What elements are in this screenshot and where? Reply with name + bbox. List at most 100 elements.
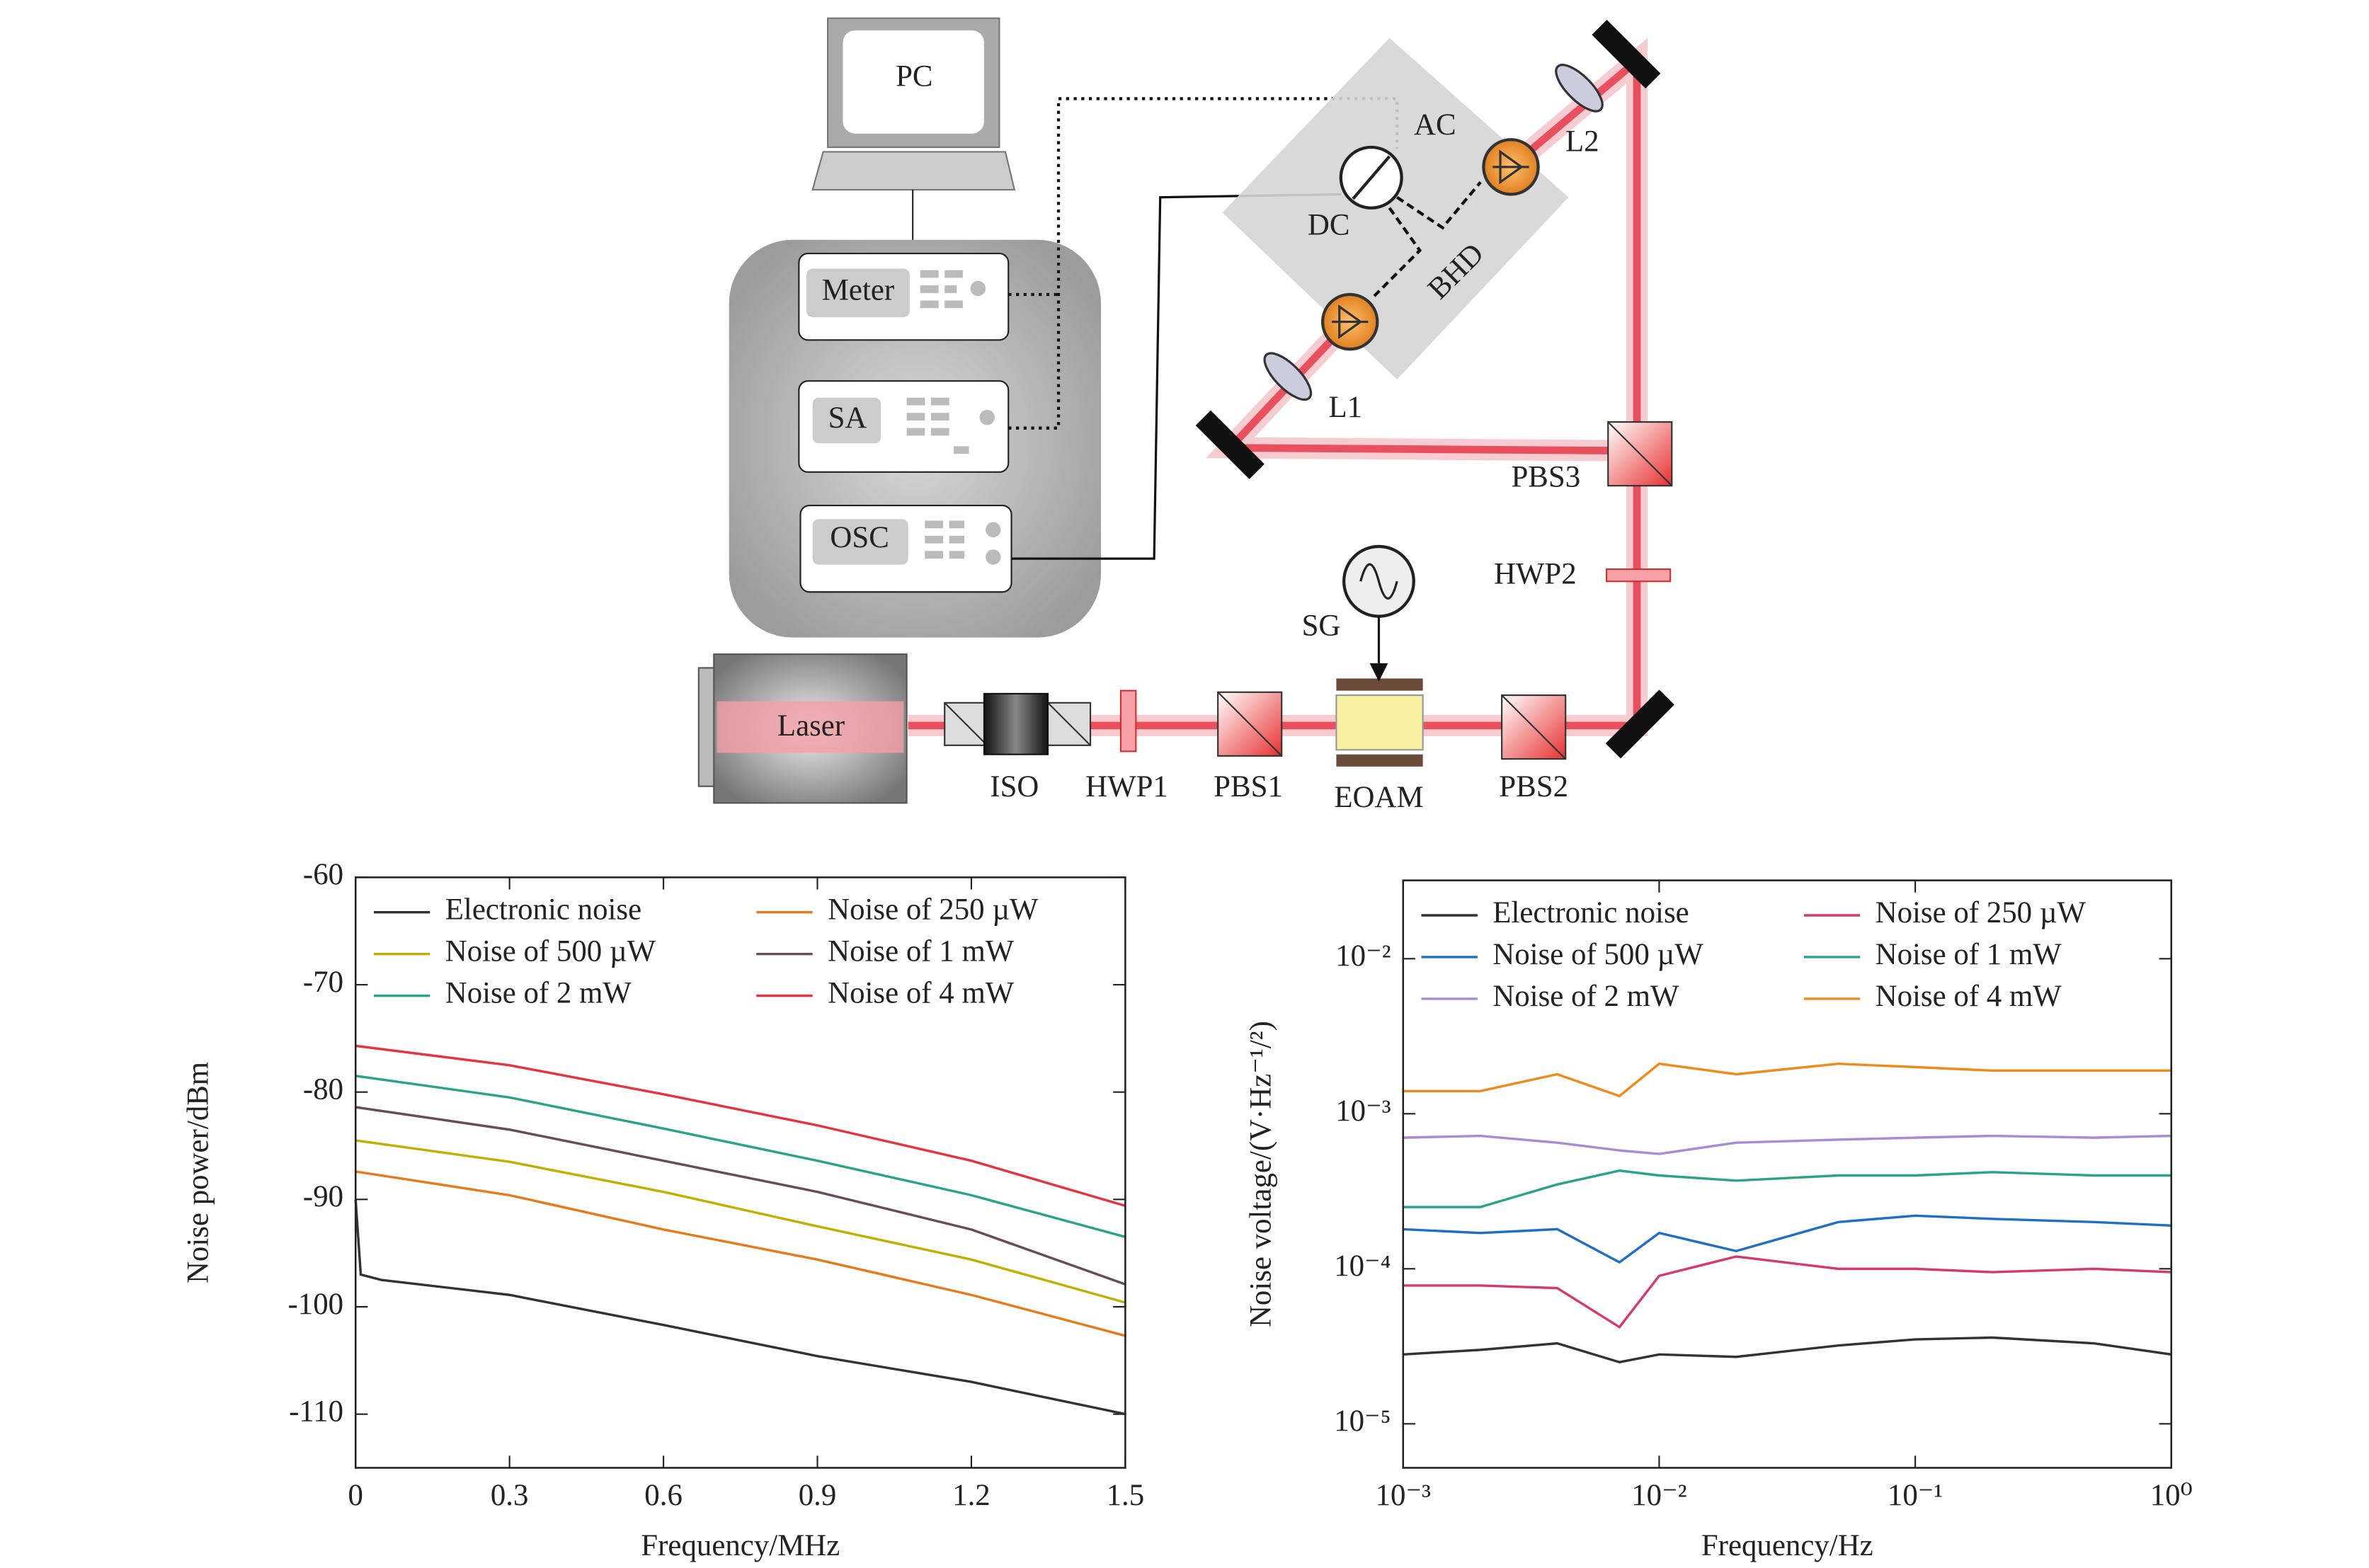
legend-label: Noise of 1 mW [1876, 938, 2062, 971]
bhd-part [1222, 38, 1569, 380]
label: DC [1308, 208, 1350, 241]
label: HWP1 [1085, 770, 1168, 803]
label: SG [1302, 610, 1341, 643]
series-line [355, 1170, 1126, 1337]
x-tick-label: 1.2 [952, 1479, 991, 1512]
osc-part [986, 549, 1001, 565]
osc-part [925, 520, 965, 559]
series-line [355, 1075, 1126, 1238]
x-tick-label: 10⁻¹ [1888, 1479, 1943, 1512]
bhd-part [1492, 149, 1529, 185]
plot-frame [1402, 879, 2173, 1469]
meter-part [806, 268, 910, 318]
x-tick-label: 10⁰ [2150, 1479, 2193, 1512]
y-tick-label: -90 [303, 1180, 343, 1213]
chart: 10⁻² 10⁻³ 10⁻⁴ 10⁻⁵ 10⁻³ 10⁻² 10⁻¹ 10⁰ Frequency… [1244, 879, 2193, 1562]
y-tick-label: -60 [303, 858, 343, 891]
pc-part [843, 30, 984, 134]
label: EOAM [1334, 781, 1423, 814]
optics-part [1336, 678, 1423, 691]
optics-part [1607, 421, 1673, 486]
sa-part [979, 409, 995, 425]
y-tick-label: 10⁻⁴ [1334, 1249, 1391, 1283]
optics-part [1195, 410, 1265, 479]
sa-part [812, 397, 881, 444]
optics-part [944, 702, 988, 746]
y-tick-label: 10⁻⁵ [1334, 1404, 1391, 1438]
x-tick-label: 10⁻³ [1376, 1479, 1432, 1512]
meter-part [920, 270, 963, 309]
bhd-part [1352, 155, 1391, 200]
label: L2 [1565, 125, 1599, 159]
osc-part [986, 522, 1001, 538]
x-tick-label: 0.3 [491, 1479, 529, 1512]
series-line [1403, 1062, 2171, 1098]
legend-label: Electronic noise [1492, 896, 1689, 929]
legend-label: Noise of 4 mW [1876, 980, 2062, 1013]
legend-label: Noise of 250 µW [1876, 896, 2087, 929]
series-line [1403, 1134, 2171, 1155]
y-tick-label: -100 [287, 1288, 343, 1321]
x-tick-label: 1.5 [1107, 1479, 1145, 1512]
x-axis-label: Frequency/Hz [1701, 1529, 1873, 1562]
bhd: AC DC BHD [1222, 38, 1569, 380]
legend-label: Electronic noise [445, 893, 641, 927]
optics-part [1592, 19, 1661, 88]
bhd-part [1373, 181, 1482, 297]
optics-part [1359, 563, 1398, 600]
legend-label: Noise of 500 µW [445, 934, 656, 968]
series-line [354, 1199, 1126, 1416]
osc-part [812, 519, 908, 565]
legend-label: Noise of 250 µW [828, 893, 1039, 927]
cables-part [1008, 97, 1399, 430]
y-tick-label: 10⁻³ [1335, 1094, 1391, 1128]
series-line [1403, 1214, 2171, 1264]
legend-label: Noise of 2 mW [445, 976, 632, 1009]
optics [697, 19, 1674, 804]
optics-part [1263, 352, 1313, 401]
setup-diagram: PC Meter SA OSC AC DC BHD [697, 17, 1674, 814]
optics-part [1605, 689, 1674, 759]
legend-label: Noise of 2 mW [1492, 980, 1679, 1013]
meter-part [970, 280, 986, 297]
y-tick-label: -80 [303, 1073, 343, 1106]
series-line [1403, 1336, 2172, 1364]
pc-part [811, 151, 1016, 191]
optics-part [1606, 568, 1672, 583]
y-tick-label: 10⁻² [1335, 939, 1391, 973]
y-tick-label: -70 [303, 966, 343, 999]
x-tick-label: 0.9 [799, 1479, 837, 1512]
x-tick-label: 10⁻² [1631, 1479, 1686, 1512]
x-axis-label: Frequency/MHz [641, 1529, 840, 1562]
label: AC [1414, 108, 1456, 142]
optics-part [1501, 694, 1566, 760]
series-line [355, 1106, 1126, 1286]
meter: Meter [798, 253, 1010, 341]
legend-label: Noise of 4 mW [828, 976, 1015, 1009]
y-axis-label: Noise power/dBm [181, 1062, 215, 1283]
pc: PC [811, 17, 1016, 254]
legend-label: Noise of 1 mW [828, 934, 1015, 968]
series-line [1403, 1169, 2171, 1208]
optics-part [1336, 754, 1423, 767]
optics-part [717, 701, 904, 753]
y-tick-label: -110 [289, 1395, 343, 1428]
optics-part [1119, 689, 1137, 752]
series-line [1403, 1255, 2171, 1329]
optics-part [1047, 702, 1091, 746]
x-tick-label: 0.6 [644, 1479, 683, 1512]
optics-part [1555, 64, 1604, 113]
optics-part [983, 692, 1049, 755]
label: HWP2 [1494, 558, 1577, 591]
sa: SA [798, 380, 1010, 473]
label: PC [896, 59, 932, 93]
label: PBS3 [1511, 460, 1580, 493]
optics-part [1217, 692, 1282, 757]
bhd-part [1331, 304, 1369, 340]
label: L1 [1328, 391, 1362, 424]
series-line [355, 1044, 1126, 1208]
label: Laser [777, 709, 845, 743]
